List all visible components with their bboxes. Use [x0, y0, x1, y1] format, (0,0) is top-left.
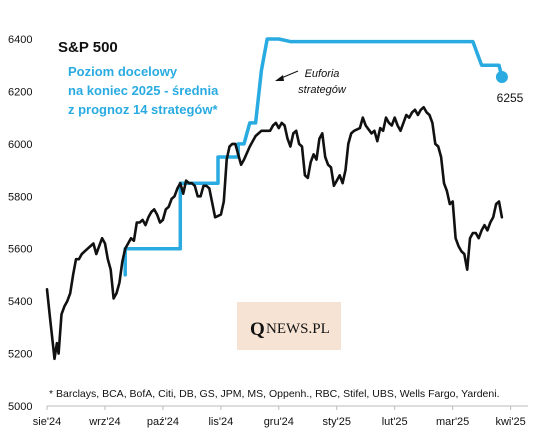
- y-tick-label: 5600: [8, 244, 32, 256]
- x-tick-label: sty'25: [323, 416, 351, 428]
- chart-subtitle-line-1: Poziom docelowy: [68, 64, 178, 79]
- qnews-logo: Q NEWS.PL: [237, 302, 341, 350]
- x-tick-label: sie'24: [33, 416, 61, 428]
- target-end-point: [495, 71, 508, 84]
- y-axis-ticks: 5000 5200 5400 5600 5800 6000 6200 6400: [8, 34, 32, 413]
- target-average-line: [123, 37, 504, 277]
- euphoria-annotation: Euforia strategów: [275, 68, 347, 96]
- x-tick-label: gru'24: [264, 416, 294, 428]
- y-tick-label: 5200: [8, 349, 32, 361]
- series-layer: [45, 37, 508, 361]
- x-tick-label: wrz'24: [88, 416, 120, 428]
- y-tick-label: 5800: [8, 191, 32, 203]
- euphoria-arrow-head: [275, 75, 284, 81]
- logo-text: NEWS.PL: [266, 321, 330, 337]
- x-tick-label: mar'25: [436, 416, 469, 428]
- euphoria-label-line-1: Euforia: [305, 68, 340, 80]
- chart-subtitle-line-2: na koniec 2025 - średnia: [68, 83, 219, 98]
- sp500-index-line: [45, 105, 504, 361]
- x-tick-label: paź'24: [147, 416, 179, 428]
- y-tick-label: 6400: [8, 34, 32, 46]
- chart-title: S&P 500: [58, 39, 118, 56]
- target-end-value-label: 6255: [497, 91, 524, 105]
- logo-q: Q: [250, 319, 265, 340]
- logo-background: [237, 302, 341, 350]
- x-tick-label: lut'25: [382, 416, 408, 428]
- y-tick-label: 5000: [8, 401, 32, 413]
- x-tick-label: lis'24: [208, 416, 233, 428]
- footnote: * Barclays, BCA, BofA, Citi, DB, GS, JPM…: [49, 388, 500, 400]
- y-tick-label: 5400: [8, 296, 32, 308]
- x-axis: sie'24 wrz'24 paź'24 lis'24 gru'24 sty'25 lut'…: [33, 405, 528, 428]
- x-tick-label: kwi'25: [495, 416, 525, 428]
- euphoria-label-line-2: strategów: [298, 84, 347, 96]
- chart-subtitle-line-3: z prognoz 14 strategów*: [68, 102, 218, 117]
- y-tick-label: 6200: [8, 86, 32, 98]
- y-tick-label: 6000: [8, 139, 32, 151]
